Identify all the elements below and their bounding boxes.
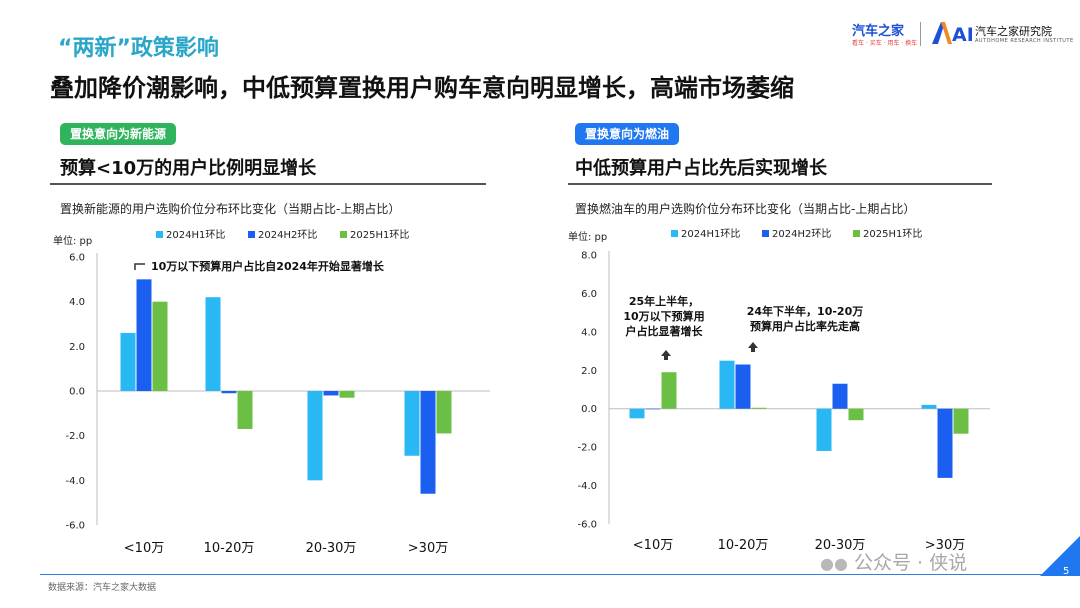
right-panel-divider <box>568 183 992 185</box>
right-chart-y-tick-label: 4.0 <box>581 327 597 338</box>
right-chart-y-unit-label: 单位: pp <box>568 230 607 243</box>
left-chart-bar <box>152 301 168 391</box>
research-institute-logo-icon: AR <box>932 22 972 46</box>
right-chart-subtitle: 置换燃油车的用户选购价位分布环比变化（当期占比-上期占比） <box>575 202 916 216</box>
right-chart-legend-label: 2024H2环比 <box>772 228 831 240</box>
left-chart-y-tick-label: -4.0 <box>65 476 85 487</box>
right-chart-y-tick-label: 0.0 <box>581 404 597 415</box>
logo-divider <box>920 22 921 46</box>
left-chart-bar <box>323 391 339 396</box>
left-chart-annotation: 10万以下预算用户占比自2024年开始显著增长 <box>151 259 385 273</box>
left-chart-x-tick-label: <10万 <box>124 541 164 556</box>
badge-fuel: 置换意向为燃油 <box>575 123 680 145</box>
right-chart-y-tick-label: 8.0 <box>581 251 597 262</box>
right-chart-legend-label: 2025H1环比 <box>863 228 922 240</box>
footer-divider <box>40 574 1060 575</box>
right-chart-y-tick-label: 6.0 <box>581 289 597 300</box>
right-chart-bar <box>645 408 661 410</box>
left-chart-legend-label: 2025H1环比 <box>350 229 409 241</box>
right-chart-bar <box>661 372 677 409</box>
right-chart-bar <box>832 383 848 409</box>
right-chart-annotation-2-arrow-icon-stem <box>751 348 755 352</box>
left-chart-y-tick-label: 6.0 <box>69 253 85 264</box>
left-bar-chart: 单位: pp 6.0 4.0 2.0 0.0 -2.0 -4.0 -6.0 2024H1环比 20… <box>53 229 490 556</box>
left-chart-bar <box>436 391 452 434</box>
right-chart-bar <box>735 364 751 409</box>
left-chart-legend-swatch <box>248 231 255 238</box>
research-institute-name: 汽车之家研究院 <box>975 25 1052 38</box>
left-chart-bar <box>221 391 237 394</box>
left-chart-bar <box>420 391 436 494</box>
research-institute-english: AUTOHOME RESEARCH INSTITUTE <box>975 38 1074 44</box>
autohome-logo-text: 汽车之家 <box>852 24 905 39</box>
right-chart-annotation-2: 24年下半年，10-20万预算用户占比率先走高 <box>747 304 864 333</box>
left-chart-y-tick-label: -6.0 <box>65 521 85 532</box>
left-chart-legend-label: 2024H1环比 <box>166 229 225 241</box>
left-chart-bar <box>237 391 253 429</box>
left-chart-y-tick-label: -2.0 <box>65 431 85 442</box>
watermark-label: 公众号 · 侠说 <box>853 552 968 574</box>
left-chart-bar <box>307 391 323 481</box>
left-chart-subtitle: 置换新能源的用户选购价位分布环比变化（当期占比-上期占比） <box>60 202 401 216</box>
left-chart-x-tick-label: 10-20万 <box>204 541 255 556</box>
left-chart-y-tick-label: 4.0 <box>69 297 85 308</box>
left-chart-bar <box>136 279 152 391</box>
right-chart-annotation-2-arrow-icon <box>748 342 758 348</box>
right-chart-bar <box>719 360 735 409</box>
watermark-text: ●● 公众号 · 侠说 <box>820 548 967 575</box>
right-chart-bar <box>848 408 864 421</box>
left-chart-bar <box>404 391 420 456</box>
badge-nev: 置换意向为新能源 <box>60 123 177 145</box>
page-headline: 叠加降价潮影响，中低预算置换用户购车意向明显增长，高端市场萎缩 <box>50 74 794 102</box>
corner-decoration-icon <box>1040 536 1080 576</box>
left-panel-divider <box>50 183 486 185</box>
right-chart-y-tick-label: -4.0 <box>577 481 597 492</box>
left-chart-annotation-bracket <box>134 263 145 270</box>
logo-mark-text: AR <box>952 24 972 46</box>
left-chart-bar <box>205 297 221 391</box>
section-title: “两新”政策影响 <box>58 36 219 61</box>
right-chart-bar <box>751 407 767 409</box>
right-chart-annotation-1: 25年上半年， 10万以下预算用户占比显著增长 <box>623 294 704 338</box>
wechat-icon: ●● <box>820 554 848 573</box>
right-chart-legend-swatch <box>762 230 769 237</box>
right-chart-bar <box>816 408 832 451</box>
right-chart-bar <box>629 408 645 419</box>
right-panel-title: 中低预算用户占比先后实现增长 <box>575 158 827 179</box>
left-chart-x-tick-label: >30万 <box>408 541 448 556</box>
left-chart-y-unit-label: 单位: pp <box>53 234 92 247</box>
right-chart-annotation-1-arrow-icon <box>661 350 671 356</box>
left-chart-y-tick-label: 2.0 <box>69 342 85 353</box>
right-chart-bar <box>921 404 937 409</box>
right-chart-legend-swatch <box>853 230 860 237</box>
left-panel-title: 预算<10万的用户比例明显增长 <box>60 158 317 179</box>
right-chart-legend-swatch <box>671 230 678 237</box>
right-chart-bar <box>953 408 969 434</box>
left-chart-bar <box>339 391 355 398</box>
right-chart-x-tick-label: 20-30万 <box>815 538 866 553</box>
left-chart-y-tick-label: 0.0 <box>69 387 85 398</box>
page-number: 5 <box>1063 566 1070 577</box>
data-source-note: 数据来源：汽车之家大数据 <box>48 583 157 593</box>
right-chart-y-tick-label: -6.0 <box>577 520 597 531</box>
right-chart-x-tick-label: <10万 <box>633 538 673 553</box>
left-chart-legend-swatch <box>340 231 347 238</box>
left-chart-legend-label: 2024H2环比 <box>258 229 317 241</box>
right-bar-chart: 单位: pp 8.0 6.0 4.0 2.0 0.0 -2.0 -4.0 -6.0 2024H1环… <box>568 228 990 553</box>
right-chart-bar <box>937 408 953 478</box>
left-chart-bar <box>120 332 136 391</box>
right-chart-legend-label: 2024H1环比 <box>681 228 740 240</box>
autohome-logo-slogan: 看车 · 买车 · 用车 · 换车 <box>852 40 918 47</box>
right-chart-annotation-1-arrow-icon-stem <box>664 356 668 360</box>
right-chart-y-tick-label: -2.0 <box>577 443 597 454</box>
left-chart-x-tick-label: 20-30万 <box>306 541 357 556</box>
right-chart-x-tick-label: 10-20万 <box>718 538 769 553</box>
right-chart-y-tick-label: 2.0 <box>581 366 597 377</box>
left-chart-legend-swatch <box>156 231 163 238</box>
right-chart-x-tick-label: >30万 <box>925 538 965 553</box>
